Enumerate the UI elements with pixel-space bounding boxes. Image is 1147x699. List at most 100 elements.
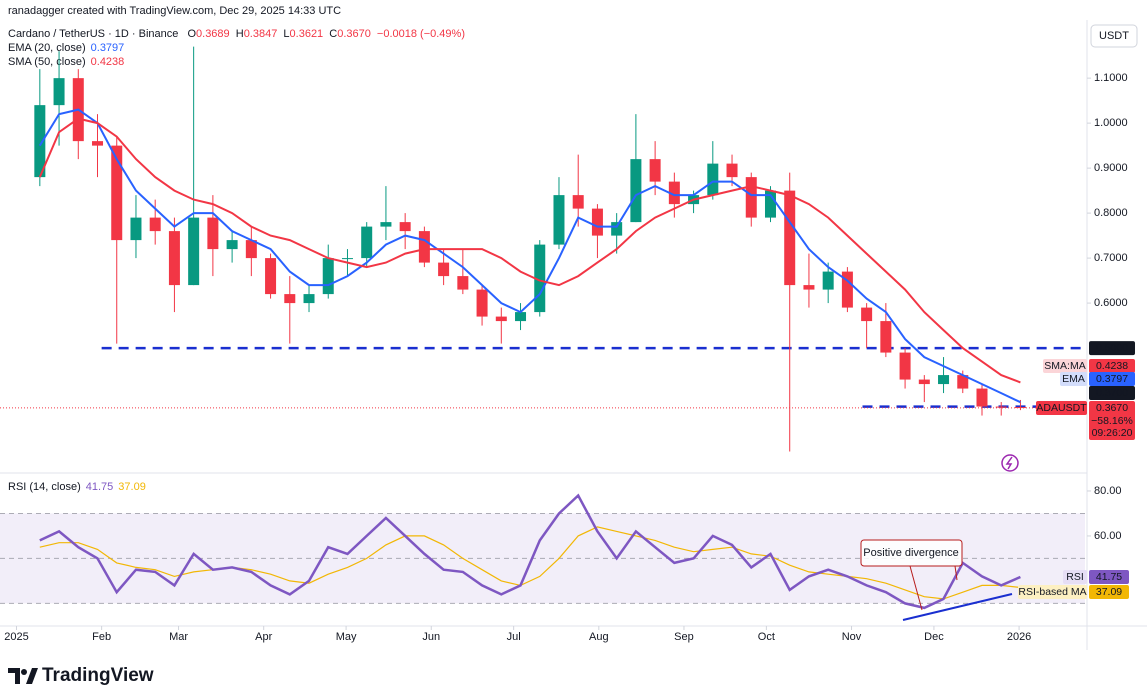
candle-body [572,195,584,209]
y-tick-label: 0.8000 [1094,207,1128,219]
candle-body [188,217,200,286]
event-icon[interactable] [1001,454,1019,472]
ohlc-label: L [283,28,289,40]
candle-body [438,262,450,277]
candle-body [745,177,757,218]
candle-body [534,244,546,313]
change: −0.0018 (−0.49%) [377,28,465,40]
annotation-line [954,565,958,581]
currency-box[interactable] [1090,24,1138,48]
level-tag: 0.3700 [1096,387,1128,399]
legend-value: 0.3797 [91,42,125,54]
candle-body [361,226,373,259]
x-tick-label: Jun [422,631,440,643]
candle-body [399,222,411,232]
sma-tag-name-box [1043,359,1087,373]
ohlc-value: 0.3689 [196,28,230,40]
candle-body [303,294,315,304]
x-tick-label: Aug [589,631,609,643]
candle-body [92,141,104,146]
event-icon-bolt [1005,456,1013,470]
rsi-line [39,526,1021,600]
candle-body [380,222,392,227]
candle-body [995,406,1007,408]
legend-rsi: RSI (14, close) 41.75 37.09 [8,481,146,493]
candle-body [611,222,623,236]
candle-body [668,181,680,205]
brand-logo: TradingView [8,665,154,686]
candle-body [880,321,892,353]
candle-body [149,217,161,232]
rsi-tag: 41.75 [1096,571,1122,583]
candle-body [341,258,353,260]
y-tick-label: 60.00 [1094,530,1122,542]
ohlc-label: H [236,28,244,40]
indicator-line [38,108,1021,404]
ohlc-value: 0.3621 [290,28,324,40]
legend-value: 37.09 [118,481,146,493]
logo-mark [26,668,38,684]
candle-body [841,271,853,308]
last-price: 0.3670 [1096,402,1128,414]
annotation-box [860,539,963,567]
countdown: 09:26:20 [1092,427,1133,439]
candle-body [649,159,661,182]
candle-body [245,240,257,259]
last-price-box [1089,401,1135,440]
ema-tag-name: EMA [1062,373,1085,385]
candle-body [784,190,796,286]
x-tick-label: Nov [842,631,862,643]
candle-body [457,276,469,290]
logo-mark [8,668,20,684]
candle-body [322,258,334,295]
y-tick-label: 0.7000 [1094,252,1128,264]
x-tick-label: Apr [255,631,272,643]
x-tick-label: Dec [924,631,944,643]
ohlc-value: 0.3670 [337,28,371,40]
trendline [902,593,1013,621]
sma-tag: 0.4238 [1096,360,1128,372]
rsima-tag-box [1089,585,1129,599]
x-tick-label: Feb [92,631,111,643]
candle-body [591,208,603,236]
rsi-tag-box [1089,570,1129,584]
y-tick-label: 1.0000 [1094,117,1128,129]
sma-tag-box [1089,359,1135,373]
ohlc-label: O [187,28,196,40]
candle-body [515,312,527,322]
x-tick-label: Jul [507,631,521,643]
candle-body [168,231,180,286]
candle-body [265,258,277,295]
sma-tag-name: SMA:MA [1044,360,1085,372]
legend-value: 41.75 [86,481,114,493]
candle-body [803,285,815,290]
candle-body [418,231,430,263]
legend-sma: SMA (50, close) 0.4238 [8,56,124,68]
ohlc-value: 0.3847 [244,28,278,40]
candle-body [34,105,46,178]
candle-body [207,217,219,250]
ohlc-label: C [329,28,337,40]
candle-body [938,375,950,385]
candle-body [861,307,873,322]
candle-body [822,271,834,290]
rsima-tag-name-box [1018,585,1087,599]
ema-tag-box [1089,372,1135,386]
candle-body [630,159,642,223]
level-tag-box [1089,386,1135,400]
indicator-line [38,117,1021,384]
y-tick-label: 80.00 [1094,485,1122,497]
brand: TradingView [42,665,154,686]
candle-body [226,240,238,250]
last-change: −58.16% [1091,415,1133,427]
y-tick-label: 0.6000 [1094,297,1128,309]
symbol-title: Cardano / TetherUS · 1D · Binance [8,28,178,40]
y-tick-label: 0.9000 [1094,162,1128,174]
rsima-tag-name: RSI-based MA [1018,586,1086,598]
candle-body [764,190,776,218]
level-tag-box [1089,341,1135,356]
currency: USDT [1099,30,1129,42]
x-tick-label: May [336,631,357,643]
candle-body [476,289,488,317]
